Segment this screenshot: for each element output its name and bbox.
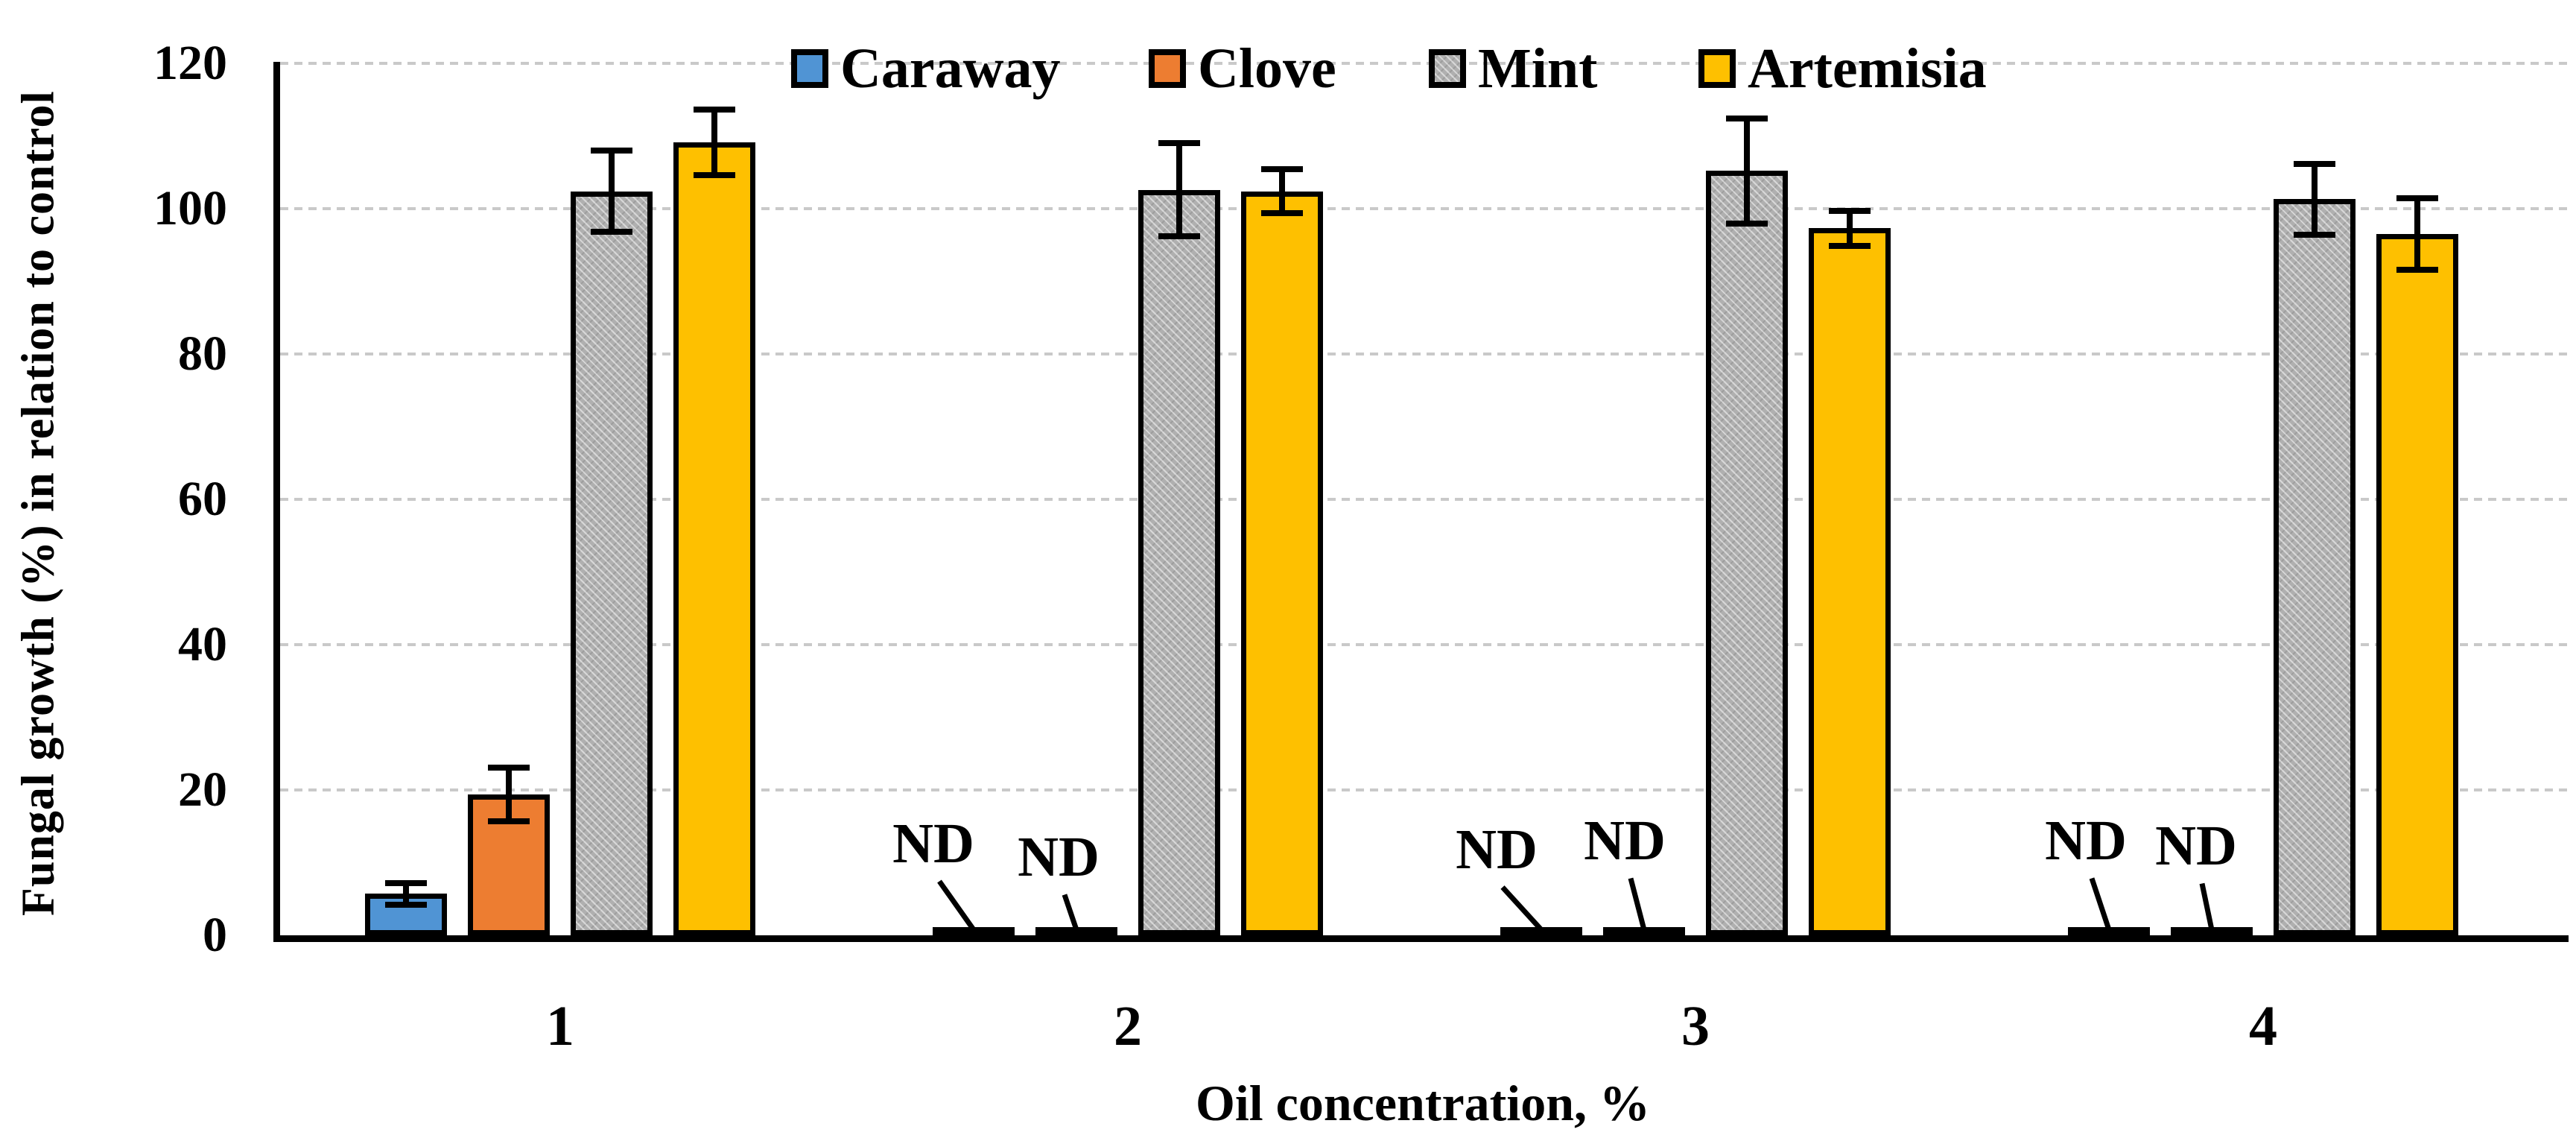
error-bar-cap-bottom [694,172,735,179]
legend-item-caraway: Caraway [791,30,1061,107]
error-bar-line [1744,118,1750,224]
y-tick-label-20: 20 [178,762,227,817]
error-bar-line [609,151,615,233]
nd-leader-line [937,879,976,932]
bar-artemisia-group2 [1241,191,1323,935]
gray-speckled-square-legend-swatch [1429,49,1466,88]
legend-item-artemisia: Artemisia [1698,30,1987,107]
error-bar-cap-bottom [1261,209,1303,216]
legend-label-mint: Mint [1478,37,1598,100]
nd-leader-line [2089,876,2112,931]
y-tick-label-120: 120 [153,36,227,90]
bar-artemisia-group1 [673,142,755,935]
x-axis-line [273,935,2569,942]
nd-label-caraway-group3: ND [1456,818,1538,881]
error-bar-cap-bottom [1158,233,1200,240]
bar-artemisia-group3 [1809,228,1891,935]
nd-label-caraway-group4: ND [2045,809,2127,872]
error-bar-cap-bottom [591,229,632,236]
bar-mint-group4 [2274,199,2355,935]
x-axis-title: Oil concentration, % [1195,1075,1651,1131]
bar-artemisia-group4 [2376,234,2458,935]
y-tick-label-100: 100 [153,181,227,236]
error-bar-cap-top [1829,207,1871,214]
error-bar-line [1279,169,1285,213]
y-tick-label-80: 80 [178,326,227,381]
error-bar-line [711,110,717,176]
error-bar-cap-top [2396,195,2438,202]
nd-leader-line [1500,885,1544,932]
gridline-y-40 [280,643,2569,646]
error-bar-cap-bottom [2396,266,2438,273]
error-bar-cap-bottom [488,818,530,824]
nd-bar-caraway-group2 [933,927,1015,935]
error-bar-cap-bottom [385,902,427,908]
gridline-y-20 [280,788,2569,791]
x-tick-label-4: 4 [2249,995,2277,1058]
error-bar-line [2414,198,2420,270]
y-tick-label-0: 0 [203,908,227,962]
nd-label-clove-group2: ND [1018,826,1100,888]
gridline-y-60 [280,498,2569,501]
nd-bar-clove-group2 [1035,927,1117,935]
y-axis-line [273,62,280,942]
bar-mint-group3 [1706,171,1788,935]
error-bar-cap-top [1261,166,1303,173]
error-bar-line [2312,163,2318,236]
bar-mint-group2 [1138,189,1220,935]
error-bar-cap-bottom [1829,242,1871,249]
error-bar-line [403,882,409,905]
error-bar-line [506,767,512,821]
error-bar-cap-top [2294,160,2335,167]
x-tick-label-2: 2 [1114,995,1142,1058]
y-tick-label-60: 60 [178,472,227,526]
gridline-y-80 [280,353,2569,355]
gridline-y-100 [280,207,2569,210]
error-bar-cap-top [591,148,632,154]
error-bar-cap-top [694,107,735,113]
legend-item-clove: Clove [1149,30,1336,107]
nd-bar-clove-group4 [2171,927,2253,935]
y-tick-label-40: 40 [178,617,227,671]
nd-label-clove-group3: ND [1584,809,1666,872]
nd-leader-line [2199,882,2215,930]
error-bar-line [1847,210,1853,246]
error-bar-cap-top [1726,116,1768,122]
blue-square-legend-swatch [791,49,828,88]
legend-label-caraway: Caraway [840,37,1061,100]
error-bar-cap-top [1158,140,1200,147]
nd-bar-caraway-group4 [2068,927,2150,935]
legend-label-clove: Clove [1198,37,1336,100]
error-bar-cap-bottom [2294,232,2335,238]
x-tick-label-3: 3 [1681,995,1710,1058]
yellow-square-legend-swatch [1698,49,1736,88]
error-bar-cap-top [488,764,530,771]
nd-bar-caraway-group3 [1500,927,1582,935]
nd-label-clove-group4: ND [2155,815,2237,877]
error-bar-line [1176,143,1182,237]
nd-leader-line [1062,893,1079,931]
gridline-y-120 [280,62,2569,65]
nd-leader-line [1628,877,1647,930]
legend-label-artemisia: Artemisia [1748,37,1987,100]
error-bar-cap-top [385,879,427,886]
nd-label-caraway-group2: ND [892,812,974,875]
error-bar-cap-bottom [1726,220,1768,227]
x-tick-label-1: 1 [546,995,574,1058]
legend-item-mint: Mint [1429,30,1597,107]
nd-bar-clove-group3 [1603,927,1685,935]
bar-mint-group1 [571,191,653,935]
orange-square-legend-swatch [1149,49,1186,88]
